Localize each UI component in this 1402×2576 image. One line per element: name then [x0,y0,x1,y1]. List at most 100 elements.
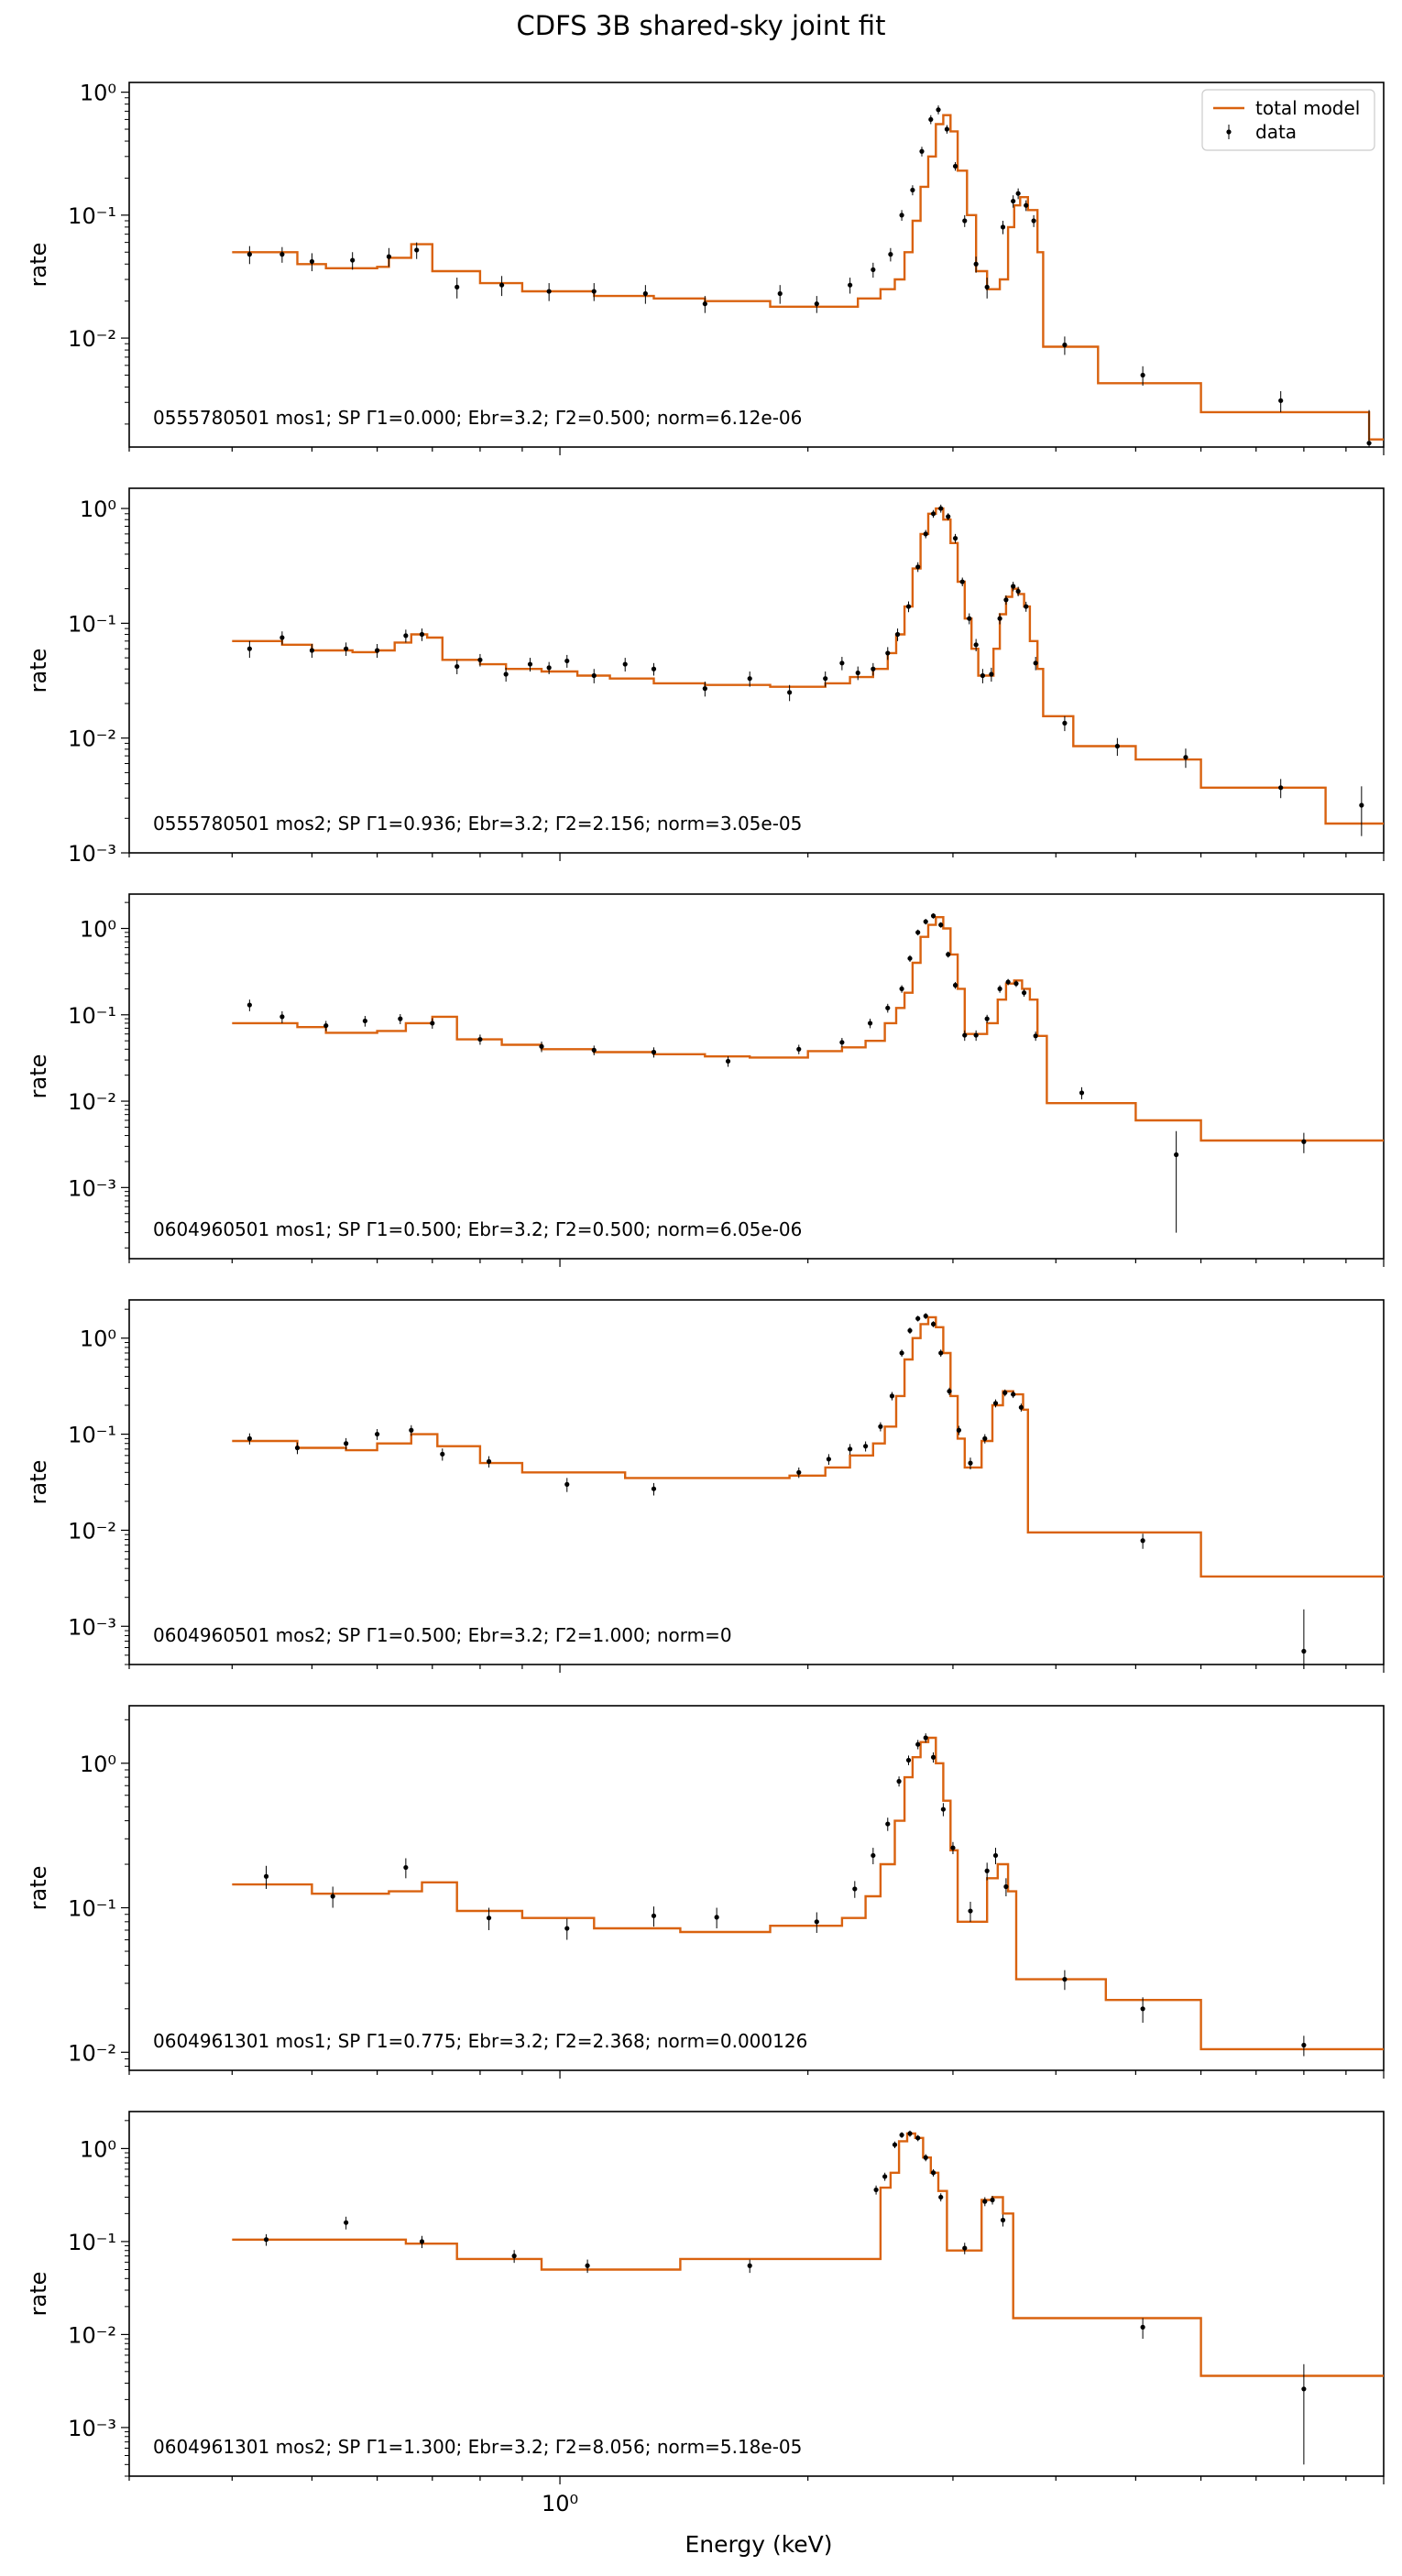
data-point [455,663,460,670]
data-point [973,1032,979,1038]
y-tick-label: 10⁻³ [68,2416,116,2441]
data-point [279,635,285,640]
data-point [350,257,356,263]
data-point [591,672,597,679]
y-tick-label: 10⁻² [68,1518,116,1544]
y-tick-label: 10⁻² [68,2322,116,2348]
data-point [414,247,420,253]
data-point [279,252,285,257]
data-point [899,213,904,218]
data-point [923,531,928,537]
data-point [591,1047,597,1053]
data-points [246,1313,1307,1665]
data-point [848,282,853,288]
data-point [892,2142,898,2147]
data-point [1366,441,1372,446]
data-point [882,2174,888,2179]
y-axis-label: rate [26,1054,51,1099]
data-point [992,1852,999,1859]
data-point [826,1457,832,1462]
data-point [409,1427,414,1433]
data-point [873,2187,879,2193]
data-point [905,604,912,609]
data-point [947,1389,952,1394]
data-point [930,1754,936,1760]
data-point [747,2263,752,2268]
data-point [982,2199,988,2204]
data-point [984,1016,990,1021]
data-point [1062,342,1068,348]
axes-frame [128,2111,1385,2477]
data-point [498,282,505,288]
y-tick-label: 10⁻¹ [68,1423,116,1448]
data-point [930,913,936,919]
data-point [997,986,1002,992]
y-tick-label: 10⁰ [80,81,116,106]
data-points [263,1733,1307,2057]
y-axis-label: rate [26,1460,51,1505]
data-point [398,1016,403,1021]
data-point [1062,1976,1068,1982]
data-point [930,2170,936,2176]
data-point [294,1445,301,1451]
data-point [959,579,965,584]
data-point [1140,372,1145,378]
data-point [930,511,936,517]
data-point [1015,191,1021,196]
data-point [871,1852,876,1859]
data-point [263,1873,269,1879]
data-point [651,1486,657,1491]
data-point [871,666,876,671]
panel-4: 10⁻³ 10⁻² 10⁻¹ 10⁰ rate 0604960501 mos2; SP Γ… [26,1299,1385,1673]
y-tick-label: 10⁻¹ [68,203,116,229]
data-point [863,1444,869,1449]
data-point [1301,1139,1307,1144]
data-point [403,1864,409,1871]
data-point [323,1022,329,1029]
data-point [1011,198,1016,204]
data-point [1301,1648,1307,1654]
data-point [362,1018,367,1024]
data-point [1140,1538,1145,1544]
x-axis-label: Energy (keV) [685,2531,832,2558]
data-point [938,506,944,511]
data-point [777,290,783,297]
data-point [982,1435,988,1441]
axes-frame [128,893,1385,1260]
data-point [885,1005,891,1010]
data-point [1140,2006,1145,2012]
model-line [232,114,1384,441]
data-point [968,1908,973,1914]
data-point [814,301,819,307]
data-point [899,986,904,992]
data-point [546,289,552,294]
data-points [246,912,1307,1233]
data-point [622,661,628,667]
data-point [1359,802,1364,808]
data-point [419,631,425,638]
y-tick-label: 10⁻³ [68,1175,116,1201]
panel-annotation: 0604961301 mos2; SP Γ1=1.300; Ebr=3.2; Γ… [153,2436,802,2458]
model-line [232,507,1384,825]
legend-data-label: data [1255,121,1297,143]
data-point [1005,979,1011,985]
y-tick-label: 10⁰ [80,1752,116,1777]
y-tick-label: 10⁻² [68,326,116,352]
data-point [952,163,958,169]
data-point [486,1916,492,1921]
data-point [309,648,315,653]
data-point [1000,224,1006,230]
panel-6: 10⁰ 10⁻³ 10⁻² 10⁻¹ 10⁰ rate 0604961301 mos2; S… [26,2111,1385,2516]
data-point [910,187,915,193]
y-tick-label: 10⁻¹ [68,1896,116,1922]
data-point [263,2237,269,2243]
data-point [702,301,707,307]
panel-annotation: 0604961301 mos1; SP Γ1=0.775; Ebr=3.2; Γ… [153,2030,807,2052]
panel-1: 10⁻² 10⁻¹ 10⁰ rate 0555780501 mos1; SP Γ1=0.… [26,81,1385,455]
axes-frame [128,1705,1385,2071]
data-point [990,2197,995,2203]
axes-frame [128,1299,1385,1665]
data-point [1024,604,1029,609]
data-point [952,982,958,988]
